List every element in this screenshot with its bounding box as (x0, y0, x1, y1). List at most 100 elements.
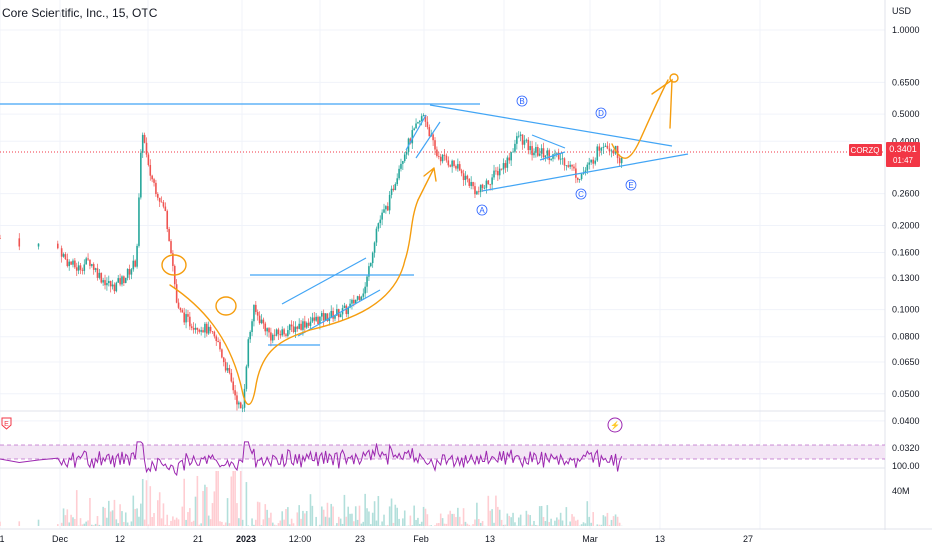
volume-bar (130, 521, 133, 526)
candle-body (612, 150, 615, 154)
volume-bar (477, 519, 480, 526)
candle-body (364, 286, 366, 294)
price-tick-label: 0.1600 (892, 248, 920, 258)
candle-body (68, 261, 71, 267)
volume-bar (332, 506, 334, 526)
candle-body (554, 153, 556, 155)
volume-bar (368, 511, 370, 526)
volume-bar (185, 519, 187, 526)
candle-body (332, 310, 334, 319)
volume-bar (234, 471, 236, 526)
event-markers[interactable]: E ⚡ (1, 417, 623, 433)
volume-bar (217, 471, 219, 526)
volume-bar (383, 514, 385, 526)
candlesticks[interactable] (0, 113, 623, 413)
volume-bar (339, 518, 342, 526)
candle-body (302, 321, 304, 330)
volume-bar (451, 513, 453, 526)
candle-body (330, 310, 333, 318)
candle-body (608, 148, 611, 152)
candle-body (455, 165, 457, 169)
volume-bar (304, 513, 306, 526)
volume-bar (194, 496, 197, 526)
volume-bar (204, 484, 206, 526)
candle-body (563, 158, 566, 166)
volume-bar (285, 509, 287, 526)
volume-bar (305, 511, 308, 526)
projection-arrow (651, 78, 673, 129)
volume-bar (535, 524, 537, 526)
volume-bar (554, 520, 556, 526)
volume-bar (392, 522, 395, 526)
volume-bar (510, 517, 512, 526)
volume-bar (354, 506, 357, 526)
volume-bar (424, 508, 427, 526)
candle-body (438, 156, 440, 157)
candle-body (119, 278, 121, 285)
volume-bar (500, 519, 503, 526)
candle-body (224, 362, 227, 371)
volume-bar (211, 503, 214, 526)
volume-bar (107, 500, 110, 526)
candle-body (296, 326, 299, 329)
volume-bar (464, 521, 467, 526)
time-tick-label: 13 (485, 534, 495, 544)
candle-body (415, 123, 417, 129)
candle-body (81, 269, 84, 271)
candle-body (230, 372, 233, 382)
candle-body (383, 209, 385, 213)
candle-body (179, 307, 182, 311)
volume-bar (596, 524, 599, 526)
candle-body (170, 241, 172, 254)
volume-bar (98, 524, 101, 526)
volume-bar (258, 502, 261, 526)
candle-body (89, 259, 91, 266)
time-tick-label: 27 (743, 534, 753, 544)
volume-bar (443, 523, 446, 526)
candle-body (542, 148, 545, 158)
volume-bar (309, 494, 312, 526)
volume-bar (287, 507, 289, 526)
volume-bar (266, 509, 268, 526)
volume-bar (177, 519, 180, 526)
candle-body (83, 264, 86, 271)
volume-bar (514, 522, 516, 526)
volume-bar (322, 509, 325, 526)
candle-body (75, 267, 78, 271)
candle-body (349, 303, 351, 308)
candle-body (517, 135, 520, 137)
small-wedge-lower (539, 151, 566, 161)
candle-body (460, 170, 463, 174)
volume-bar (302, 510, 304, 526)
wave-label-circle (476, 204, 488, 216)
volume-bar (604, 516, 607, 526)
volume-bar (457, 507, 459, 526)
candle-body (434, 140, 436, 150)
candle-body (493, 170, 495, 178)
trend-lines[interactable] (0, 103, 689, 346)
candle-body (198, 329, 201, 332)
candle-body (207, 326, 210, 334)
candle-body (489, 184, 492, 186)
candle-body (604, 145, 607, 147)
candle-body (211, 331, 214, 332)
candle-body (424, 115, 427, 122)
candle-body (123, 276, 125, 283)
candle-body (275, 329, 278, 336)
candle-body (264, 323, 267, 332)
volume-bar (364, 493, 366, 526)
volume-bar (377, 495, 380, 526)
volume-bar (328, 517, 331, 526)
annotations[interactable] (161, 73, 679, 406)
volume-bar (226, 498, 229, 526)
volume-bar (491, 509, 493, 526)
volume-bar (345, 516, 348, 526)
volume-bar (232, 471, 235, 526)
volume-bar (141, 478, 144, 526)
candle-body (592, 159, 594, 164)
volume-bar (160, 518, 163, 526)
time-tick-label: 1 (0, 534, 5, 544)
candle-body (411, 130, 414, 144)
volume-bar (504, 524, 507, 526)
